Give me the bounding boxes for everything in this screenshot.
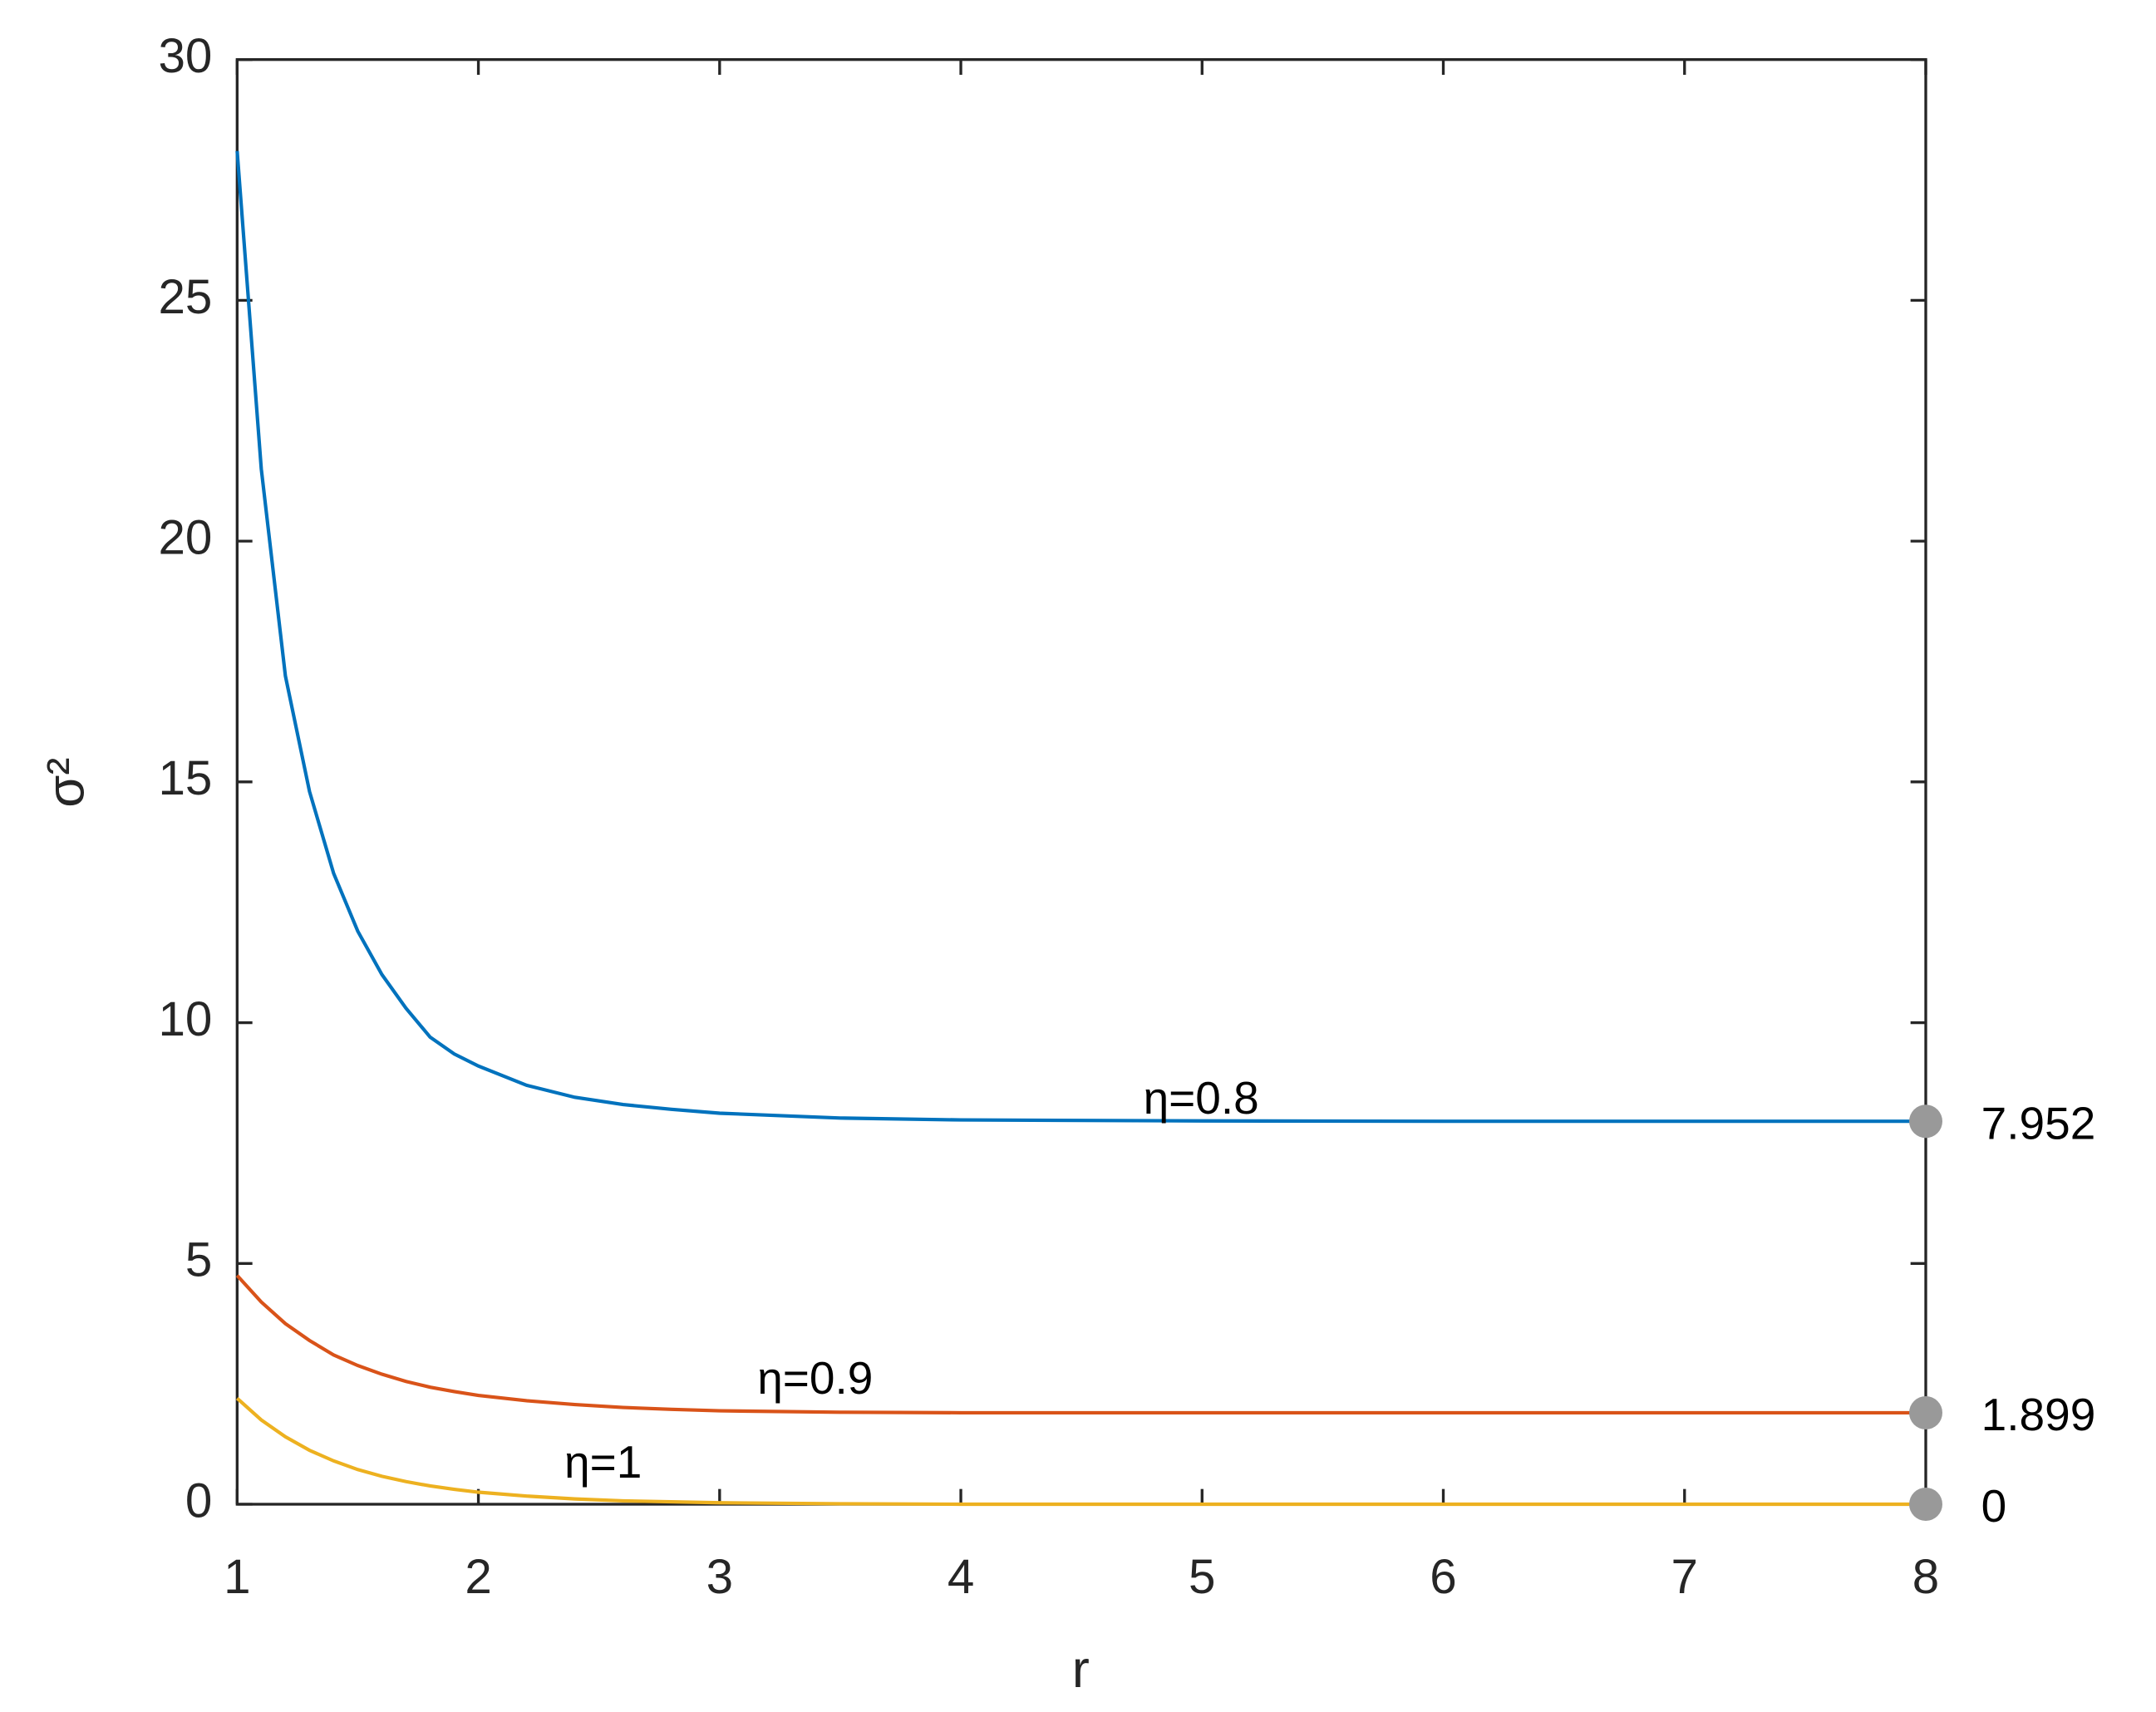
x-tick-label: 5: [1189, 1550, 1215, 1604]
end-marker: [1909, 1488, 1942, 1521]
x-tick-label: 7: [1671, 1550, 1698, 1604]
series-line: [235, 150, 1927, 1124]
plot-frame: [235, 58, 1927, 1506]
y-tick-label: 5: [185, 1233, 212, 1287]
series-line: [235, 1396, 1927, 1507]
series-label: η=0.9: [757, 1352, 873, 1404]
end-marker: [1909, 1395, 1942, 1429]
y-tick-label: 20: [158, 511, 212, 565]
y-tick-label: 0: [185, 1473, 212, 1528]
x-tick-label: 1: [224, 1550, 250, 1604]
series-line: [235, 1274, 1927, 1415]
y-tick-label: 15: [158, 751, 212, 805]
end-value-label: 7.952: [1981, 1097, 2096, 1149]
series-label: η=1: [564, 1436, 642, 1488]
x-tick-label: 6: [1430, 1550, 1456, 1604]
end-value-label: 1.899: [1981, 1389, 2096, 1440]
y-tick-label: 25: [158, 270, 212, 324]
end-value-label: 0: [1981, 1480, 2007, 1532]
end-marker: [1909, 1104, 1942, 1139]
x-tick-label: 3: [706, 1550, 733, 1604]
y-axis-label: σ²: [37, 758, 95, 808]
series-label: η=0.8: [1144, 1072, 1259, 1124]
y-tick-label: 30: [158, 29, 212, 83]
x-tick-label: 2: [465, 1550, 491, 1604]
x-tick-label: 4: [948, 1550, 974, 1604]
x-tick-label: 8: [1912, 1550, 1939, 1604]
x-axis-label: r: [1072, 1641, 1090, 1699]
y-tick-label: 10: [158, 992, 212, 1046]
